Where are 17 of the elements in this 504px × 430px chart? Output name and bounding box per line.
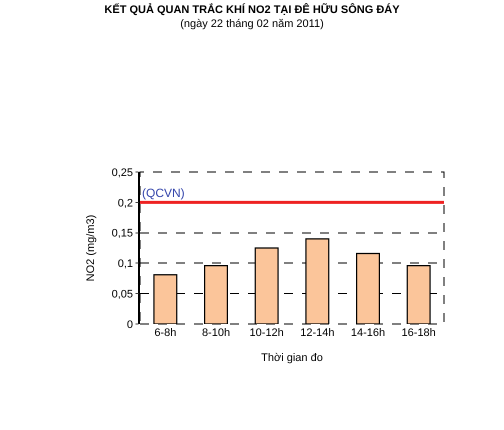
x-axis-title: Thời gian đo — [261, 352, 323, 364]
x-tick-label: 16-18h — [402, 327, 436, 339]
x-tick-label: 14-16h — [350, 327, 386, 339]
y-tick-label: 0,1 — [118, 258, 134, 270]
y-tick-label: 0,2 — [118, 197, 134, 210]
chart-title: KẾT QUẢ QUAN TRẮC KHÍ NO2 TẠI ĐÊ HỮU SÔNG ĐÁY — [104, 2, 400, 16]
y-tick-label: 0,25 — [112, 166, 134, 179]
y-axis-title: NO2 (mg/m3) — [84, 214, 97, 282]
x-tick-label: 6-8h — [154, 327, 176, 339]
x-tick-label: 12-14h — [300, 327, 334, 339]
ref-line-label: (QCVN) — [142, 186, 185, 200]
y-tick-label: 0 — [126, 318, 134, 331]
y-tick-label: 0,15 — [112, 228, 134, 240]
y-tick-label: 0,05 — [112, 288, 134, 300]
x-tick-label: 8-10h — [202, 327, 230, 339]
x-tick-label: 10-12h — [250, 327, 284, 339]
chart-subtitle: (ngày 22 tháng 02 năm 2011) — [180, 18, 324, 30]
